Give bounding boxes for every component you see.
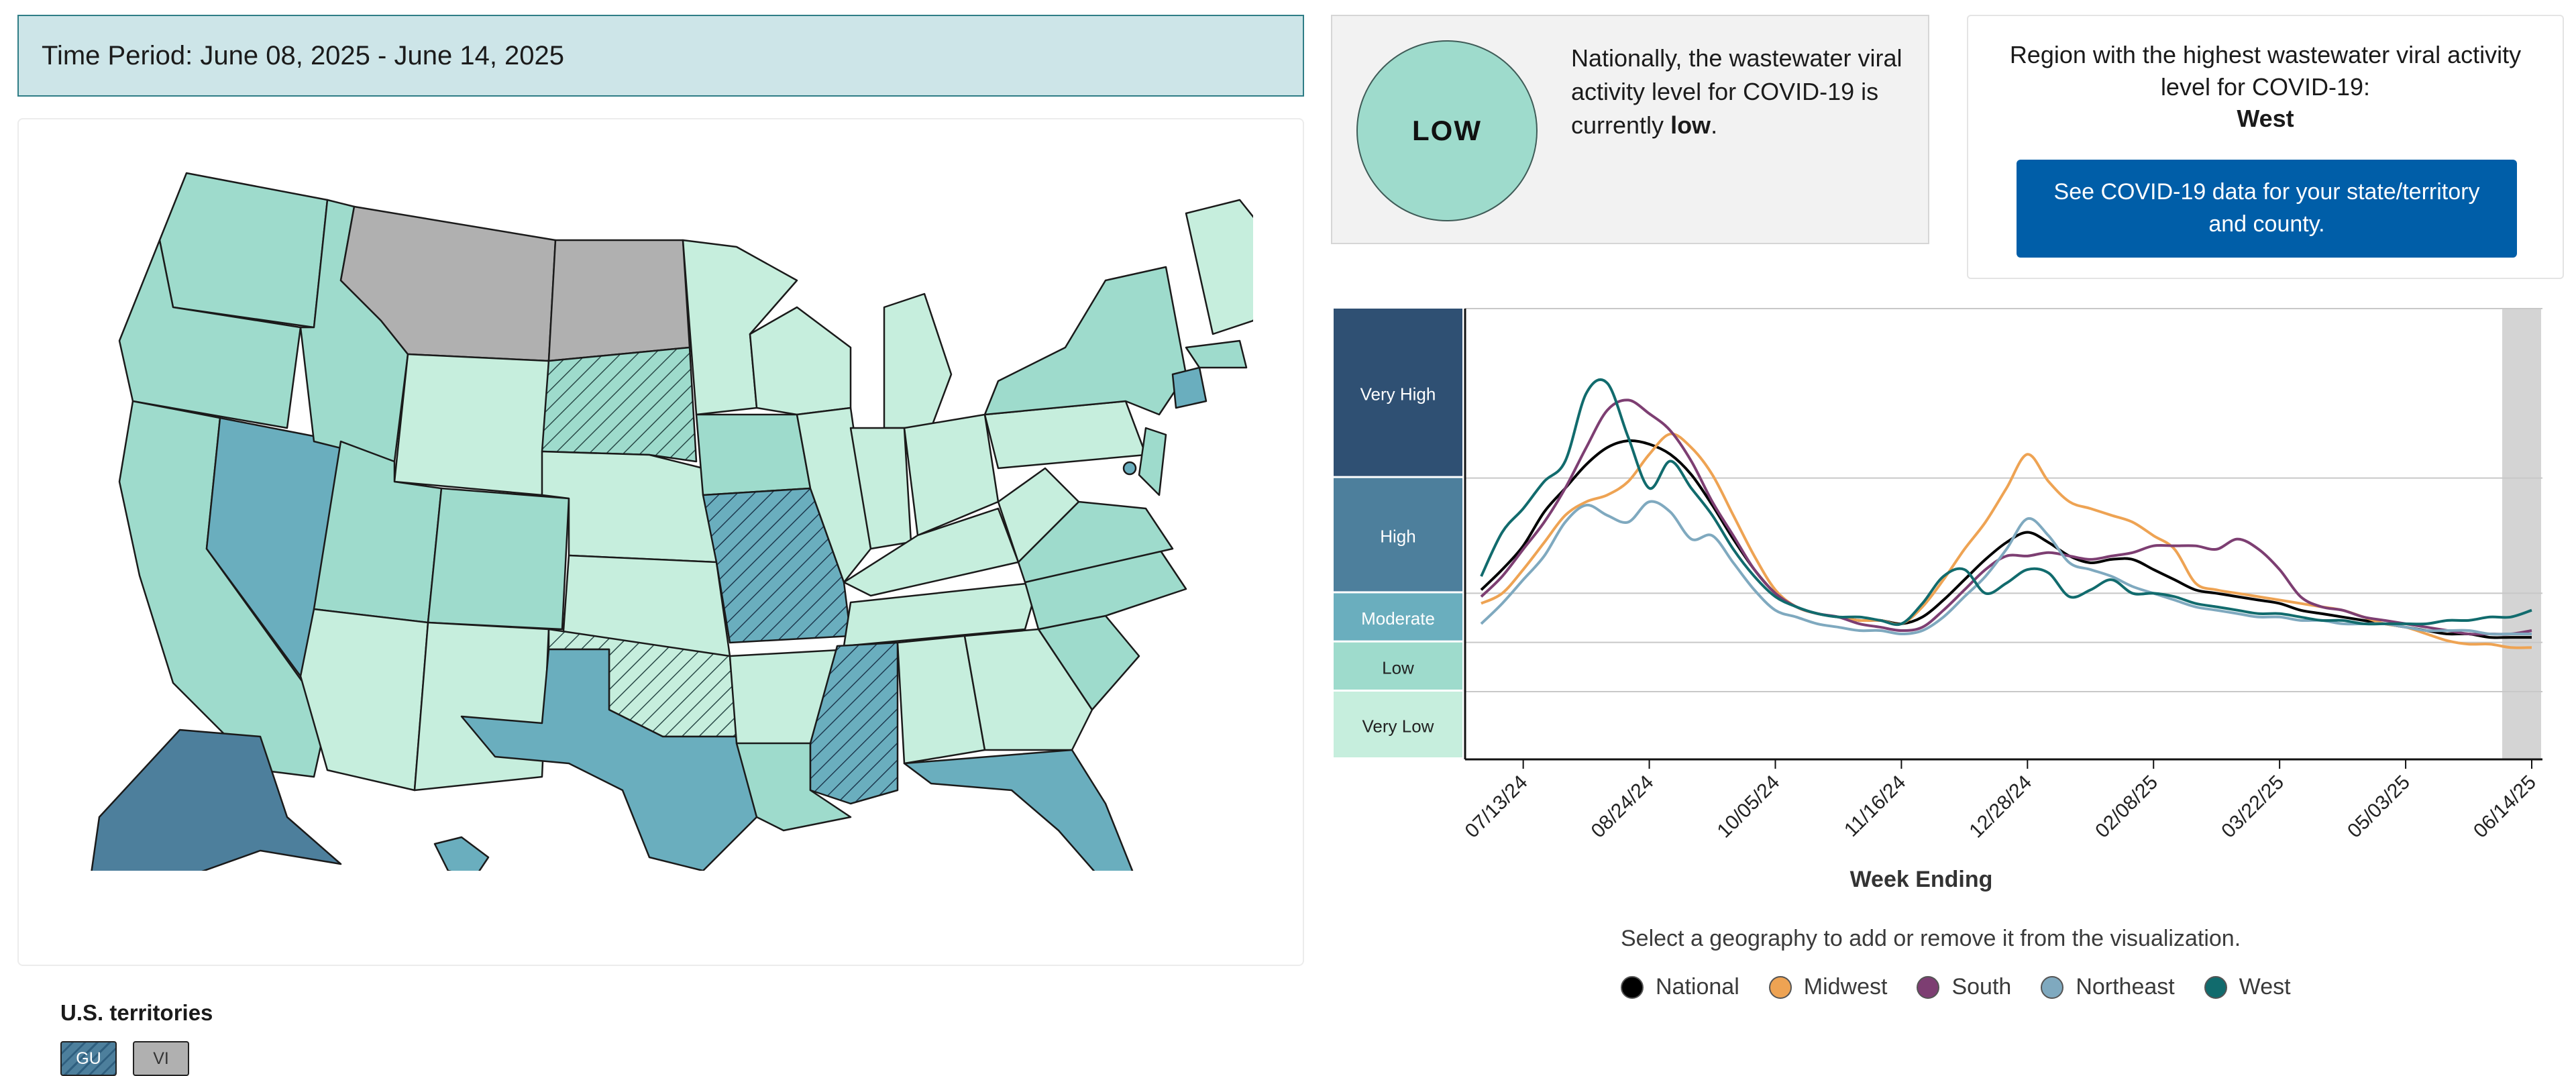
legend-label: National	[1656, 974, 1739, 1000]
map-card: U.S. territories GU VI	[17, 118, 1304, 1076]
x-tick-label: 02/08/25	[2091, 771, 2162, 843]
state-tn[interactable]	[843, 581, 1040, 647]
dc-marker[interactable]	[1122, 461, 1137, 476]
state-ma[interactable]	[1185, 339, 1248, 369]
level-band-1	[1334, 642, 1462, 690]
wastewater-trend-chart: Very Low Low Moderate High Very High 07/13/24…	[1334, 308, 2542, 892]
highest-region-card: Region with the highest wastewater viral…	[1967, 15, 2564, 279]
legend-item-midwest[interactable]: Midwest	[1768, 974, 1888, 1000]
highest-region-name: West	[2237, 105, 2294, 132]
state-ak[interactable]	[86, 729, 342, 871]
chart-instruction: Select a geography to add or remove it f…	[1621, 926, 2241, 951]
state-data-button[interactable]: See COVID-19 data for your state/territo…	[2017, 160, 2517, 258]
x-tick-label: 11/16/24	[1840, 771, 1910, 841]
state-sd[interactable]	[541, 346, 698, 463]
state-wi[interactable]	[749, 306, 852, 416]
level-band-4	[1334, 309, 1462, 476]
x-tick-label: 10/05/24	[1713, 771, 1784, 843]
state-az[interactable]	[299, 608, 429, 792]
state-me[interactable]	[1185, 199, 1253, 335]
state-wy[interactable]	[393, 353, 550, 496]
legend-item-northeast[interactable]: Northeast	[2041, 974, 2175, 1000]
state-wv[interactable]	[997, 467, 1080, 563]
level-label: Moderate	[1361, 608, 1435, 629]
series-line-south	[1480, 398, 2532, 636]
x-axis-title: Week Ending	[1850, 867, 1993, 892]
state-il[interactable]	[796, 407, 872, 584]
series-line-northeast	[1480, 500, 2532, 636]
level-label: Low	[1382, 657, 1414, 678]
level-label: High	[1380, 527, 1415, 547]
national-level-text: Nationally, the wastewater viral activit…	[1571, 44, 1902, 139]
territories-title: U.S. territories	[60, 1000, 213, 1025]
time-period-banner: Time Period: June 08, 2025 - June 14, 20…	[17, 15, 1304, 97]
state-hi[interactable]	[433, 836, 490, 871]
state-ne[interactable]	[541, 450, 718, 563]
us-state-map	[86, 172, 1253, 871]
legend-swatch	[1917, 975, 1940, 999]
level-band-3	[1334, 478, 1462, 592]
x-tick-label: 05/03/25	[2343, 771, 2414, 843]
level-band-2	[1334, 593, 1462, 641]
legend-label: Northeast	[2076, 974, 2175, 1000]
territory-vi[interactable]: VI	[133, 1041, 189, 1076]
x-tick-label: 07/13/24	[1461, 771, 1532, 843]
legend-swatch	[1768, 975, 1792, 999]
level-label: Very Low	[1362, 716, 1434, 736]
state-ia[interactable]	[695, 413, 812, 496]
current-week-highlight	[2502, 309, 2541, 759]
legend-label: South	[1951, 974, 2012, 1000]
state-ky[interactable]	[843, 507, 1020, 597]
national-level-card: LOW Nationally, the wastewater viral act…	[1331, 15, 1929, 244]
x-tick-label: 03/22/25	[2217, 771, 2288, 843]
national-level-badge: LOW	[1356, 40, 1538, 221]
legend-item-national[interactable]: National	[1621, 974, 1739, 1000]
legend-label: Midwest	[1803, 974, 1888, 1000]
chart-legend: National Midwest South Northeast West	[1621, 974, 2320, 1000]
state-tx[interactable]	[460, 648, 758, 871]
state-ny[interactable]	[983, 266, 1187, 416]
state-nm[interactable]	[413, 621, 550, 792]
state-co[interactable]	[427, 487, 570, 631]
highest-region-title: Region with the highest wastewater viral…	[2009, 41, 2522, 101]
state-nd[interactable]	[547, 239, 691, 362]
state-ct[interactable]	[1171, 366, 1208, 409]
legend-swatch	[1621, 975, 1644, 999]
level-label: Very High	[1360, 384, 1436, 404]
x-tick-label: 12/28/24	[1965, 771, 2036, 843]
x-tick-label: 06/14/25	[2469, 771, 2540, 843]
legend-item-south[interactable]: South	[1917, 974, 2011, 1000]
state-wa[interactable]	[158, 172, 329, 329]
territory-gu[interactable]: GU	[60, 1041, 117, 1076]
legend-swatch	[2041, 975, 2064, 999]
legend-swatch	[2204, 975, 2227, 999]
state-ga[interactable]	[963, 628, 1093, 751]
state-fl[interactable]	[903, 749, 1134, 871]
state-nj[interactable]	[1138, 427, 1167, 496]
state-or[interactable]	[118, 239, 302, 429]
level-band-0	[1334, 691, 1462, 757]
series-line-west	[1480, 378, 2532, 627]
legend-label: West	[2239, 974, 2291, 1000]
state-mi[interactable]	[883, 292, 953, 429]
legend-item-west[interactable]: West	[2204, 974, 2291, 1000]
x-tick-label: 08/24/24	[1587, 771, 1658, 843]
